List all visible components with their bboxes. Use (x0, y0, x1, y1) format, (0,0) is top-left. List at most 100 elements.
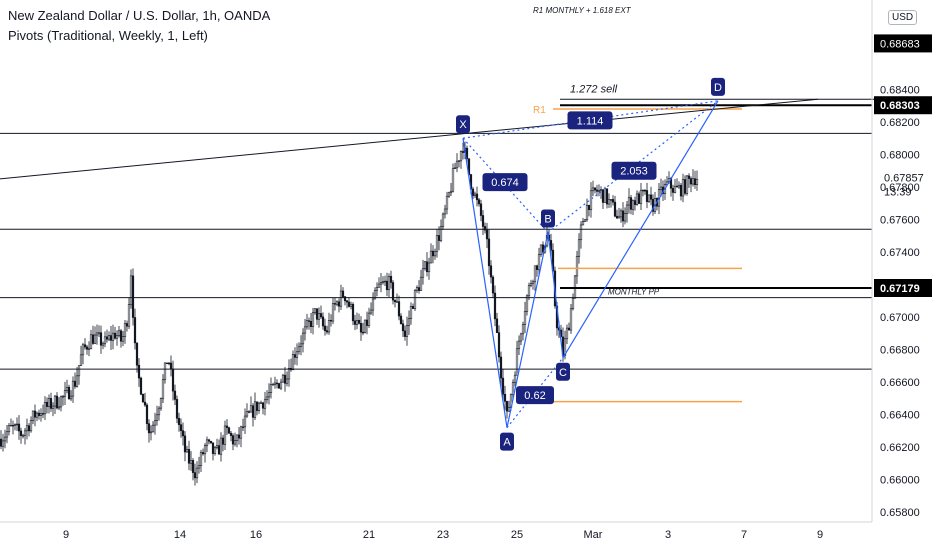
candle (473, 191, 477, 199)
candle (13, 423, 17, 431)
candle-body (309, 320, 313, 327)
candle-body (519, 333, 523, 342)
candle-body (1, 440, 5, 447)
candle-body (465, 147, 469, 159)
candle (425, 252, 429, 277)
trend-line (0, 98, 819, 180)
candle (199, 449, 203, 473)
candle (321, 312, 325, 330)
candle (675, 178, 679, 188)
candle-body (3, 436, 7, 442)
currency-badge[interactable]: USD (888, 10, 918, 25)
candle (19, 427, 23, 444)
candle-body (163, 362, 167, 380)
candle-body (391, 282, 395, 301)
candle-body (327, 320, 331, 333)
candle-body (115, 335, 119, 339)
candle-body (459, 151, 463, 162)
candle-body (687, 175, 691, 179)
candle-body (279, 381, 283, 389)
candle (279, 378, 283, 391)
candle (61, 395, 65, 406)
candle (459, 150, 463, 169)
candle (265, 390, 269, 404)
candle-body (403, 330, 407, 337)
candle-body (569, 308, 573, 331)
candle (81, 342, 85, 365)
candle-body (513, 374, 517, 383)
candle-body (415, 287, 419, 291)
candle-body (119, 330, 123, 342)
candle (349, 301, 353, 310)
candle (671, 184, 675, 201)
candle-body (335, 301, 339, 305)
candle-body (445, 195, 449, 210)
candle-body (453, 167, 457, 170)
candle-body (159, 397, 163, 409)
candle (333, 297, 337, 311)
candle (411, 303, 415, 309)
candle (151, 421, 155, 433)
candle-body (425, 261, 429, 273)
candle-body (305, 320, 309, 328)
candle-body (67, 386, 71, 400)
candle-body (33, 410, 37, 418)
candle (443, 204, 447, 219)
candle-body (511, 382, 515, 395)
candle (129, 269, 133, 309)
candle-body (431, 250, 435, 257)
candle-body (269, 384, 273, 393)
candle (103, 331, 107, 348)
candle-body (147, 423, 151, 434)
candle-body (27, 425, 31, 432)
candle-body (617, 216, 621, 219)
candle (451, 163, 455, 193)
candle-body (429, 250, 433, 264)
candle (609, 199, 613, 208)
candle (497, 325, 501, 363)
candle-body (339, 290, 343, 307)
candle (427, 257, 431, 280)
candle-body (345, 300, 349, 303)
candle (205, 436, 209, 453)
candle-body (491, 276, 495, 294)
y-tick-label: 0.66600 (880, 377, 920, 389)
candle-body (521, 324, 525, 335)
candle-body (73, 380, 77, 387)
candle (389, 270, 393, 289)
candle (621, 202, 625, 228)
candle-body (77, 365, 81, 377)
candle-body (151, 424, 155, 433)
candle-body (381, 281, 385, 283)
price-tag-label: 0.68683 (880, 38, 920, 50)
candle-body (183, 435, 187, 453)
candle (455, 153, 459, 173)
candle (581, 217, 585, 226)
candle (79, 345, 83, 366)
candle (17, 415, 21, 440)
candle (489, 260, 493, 284)
candle-body (639, 189, 643, 204)
candle (435, 228, 439, 258)
candle-body (615, 215, 619, 219)
candle-body (101, 343, 105, 346)
candle-body (621, 210, 625, 222)
candle-body (593, 187, 597, 191)
candle (287, 359, 291, 387)
candle-body (683, 179, 687, 194)
candle-body (597, 190, 601, 192)
candle-body (185, 449, 189, 453)
candle-body (301, 332, 305, 345)
candle-body (527, 285, 531, 297)
candle (157, 406, 161, 421)
candle-body (423, 261, 427, 270)
candle (329, 314, 333, 327)
candle-body (637, 193, 641, 204)
candle (163, 362, 167, 384)
candle-body (287, 367, 291, 380)
candle (273, 376, 277, 389)
candle-body (331, 303, 335, 322)
candle (0, 430, 3, 450)
pattern-point-label: X (459, 119, 467, 131)
